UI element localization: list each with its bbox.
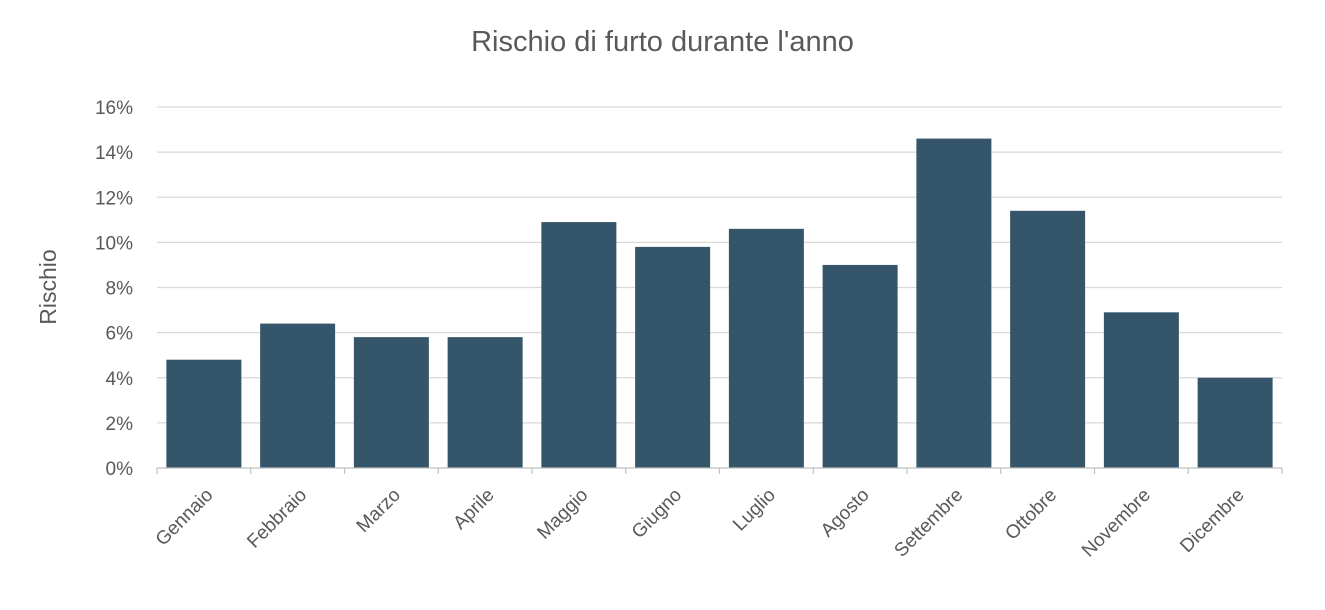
x-tick-label: Gennaio: [152, 485, 218, 551]
y-axis-label: Rischio: [35, 249, 61, 324]
x-tick-label: Luglio: [729, 485, 780, 536]
bar: [728, 228, 804, 468]
bar: [635, 246, 711, 468]
y-tick-label: 4%: [106, 369, 134, 390]
x-tick-label: Agosto: [817, 485, 874, 542]
bar: [1103, 312, 1179, 468]
gridlines: [157, 106, 1282, 424]
bar: [260, 323, 336, 468]
y-tick-label: 16%: [95, 98, 133, 119]
x-tick-label: Ottobre: [1001, 485, 1061, 545]
bar: [1197, 377, 1273, 468]
x-tick-label: Aprile: [449, 485, 498, 534]
bar: [541, 222, 617, 468]
y-tick-label: 0%: [106, 459, 134, 480]
y-tick-label: 12%: [95, 188, 133, 209]
x-tick-label: Febbraio: [243, 485, 311, 553]
y-tick-label: 10%: [95, 233, 133, 254]
x-tick-label: Settembre: [891, 485, 968, 562]
bars: [156, 138, 1283, 474]
y-tick-label: 8%: [106, 279, 134, 300]
x-tick-label: Maggio: [533, 485, 592, 544]
bar: [353, 337, 429, 468]
y-tick-label: 2%: [106, 414, 134, 435]
x-axis-ticks: Gennaio Febbraio Marzo Aprile Maggio Giugno Lu…: [152, 485, 1249, 562]
bar: [916, 138, 992, 468]
bar: [166, 359, 242, 468]
y-tick-label: 6%: [106, 324, 134, 345]
y-tick-label: 14%: [95, 143, 133, 164]
x-tick-label: Marzo: [353, 485, 405, 537]
x-tick-label: Novembre: [1078, 485, 1155, 562]
y-axis-ticks: 0% 2% 4% 6% 8% 10% 12% 14% 16%: [95, 98, 133, 480]
x-tick-label: Giugno: [628, 485, 686, 543]
bar: [822, 264, 898, 468]
bar: [1010, 210, 1086, 468]
x-tick-label: Dicembre: [1176, 485, 1248, 557]
bar: [447, 337, 523, 468]
chart-title: Rischio di furto durante l'anno: [471, 26, 854, 58]
